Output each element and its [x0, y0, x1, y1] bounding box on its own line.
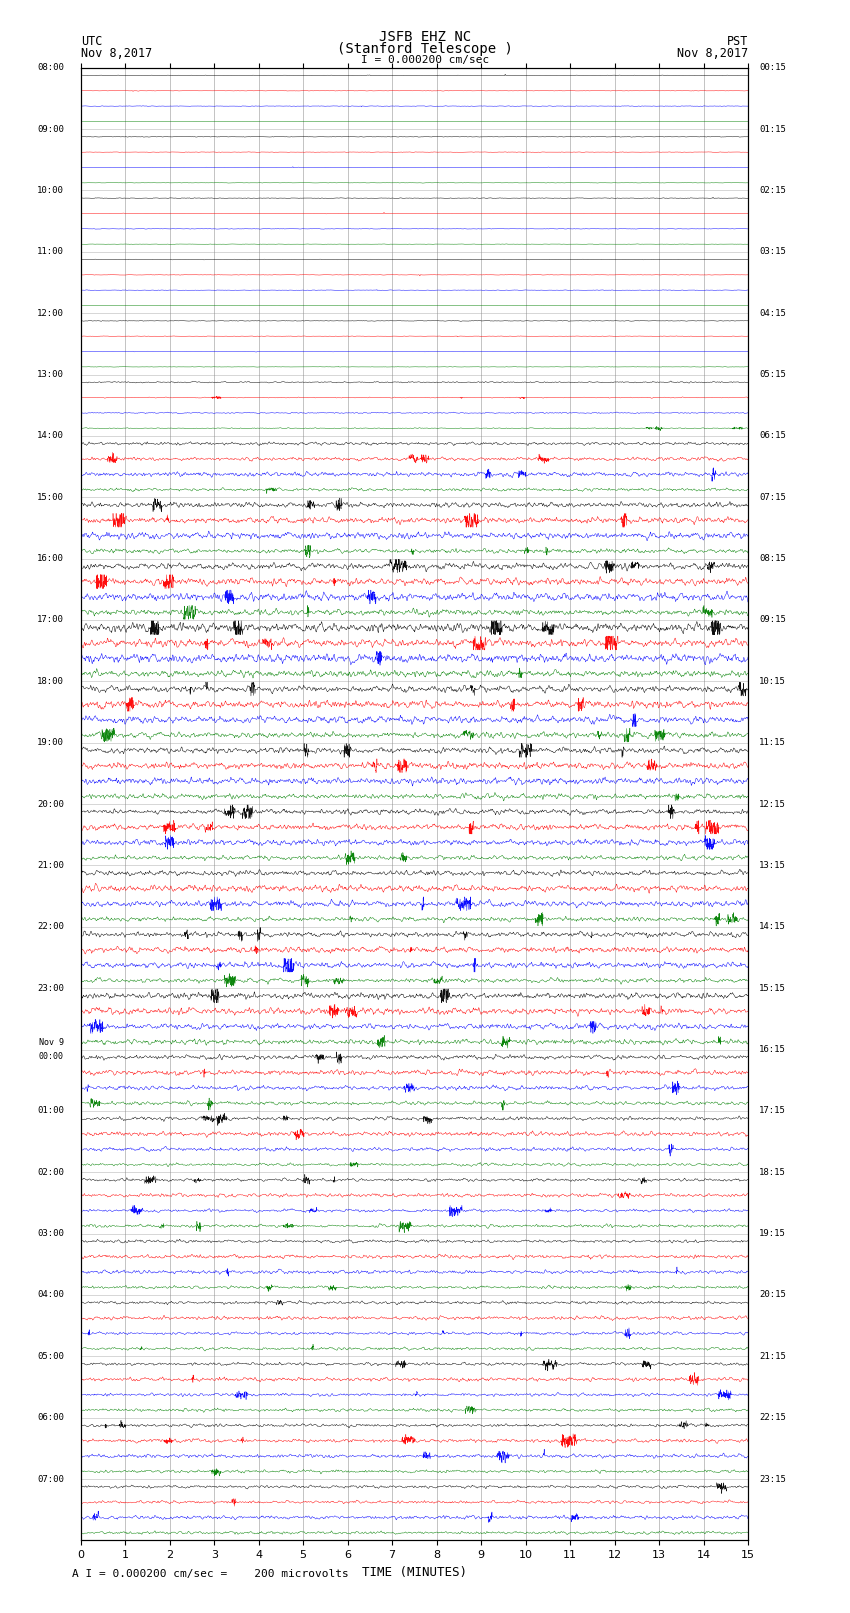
Text: 23:15: 23:15 — [759, 1474, 786, 1484]
Text: 14:15: 14:15 — [759, 923, 786, 931]
Text: 18:00: 18:00 — [37, 677, 64, 686]
Text: 09:15: 09:15 — [759, 616, 786, 624]
Text: 11:15: 11:15 — [759, 739, 786, 747]
Text: UTC: UTC — [81, 34, 102, 47]
Text: 04:15: 04:15 — [759, 308, 786, 318]
Text: 09:00: 09:00 — [37, 124, 64, 134]
Text: 20:15: 20:15 — [759, 1290, 786, 1300]
Text: 16:15: 16:15 — [759, 1045, 786, 1053]
Text: 19:15: 19:15 — [759, 1229, 786, 1239]
Text: 19:00: 19:00 — [37, 739, 64, 747]
Text: 07:15: 07:15 — [759, 494, 786, 502]
Text: 01:15: 01:15 — [759, 124, 786, 134]
Text: 04:00: 04:00 — [37, 1290, 64, 1300]
Text: 22:15: 22:15 — [759, 1413, 786, 1423]
Text: 20:00: 20:00 — [37, 800, 64, 808]
Text: 12:15: 12:15 — [759, 800, 786, 808]
Text: 00:15: 00:15 — [759, 63, 786, 73]
Text: 02:00: 02:00 — [37, 1168, 64, 1177]
Text: 21:15: 21:15 — [759, 1352, 786, 1361]
Text: 05:00: 05:00 — [37, 1352, 64, 1361]
Text: 18:15: 18:15 — [759, 1168, 786, 1177]
Text: 01:00: 01:00 — [37, 1107, 64, 1115]
X-axis label: TIME (MINUTES): TIME (MINUTES) — [362, 1566, 467, 1579]
Text: Nov 8,2017: Nov 8,2017 — [81, 47, 152, 60]
Text: 06:15: 06:15 — [759, 431, 786, 440]
Text: I = 0.000200 cm/sec: I = 0.000200 cm/sec — [361, 55, 489, 65]
Text: 10:15: 10:15 — [759, 677, 786, 686]
Text: 02:15: 02:15 — [759, 185, 786, 195]
Text: 08:00: 08:00 — [37, 63, 64, 73]
Text: 17:00: 17:00 — [37, 616, 64, 624]
Text: Nov 8,2017: Nov 8,2017 — [677, 47, 748, 60]
Text: (Stanford Telescope ): (Stanford Telescope ) — [337, 42, 513, 56]
Text: PST: PST — [727, 34, 748, 47]
Text: 07:00: 07:00 — [37, 1474, 64, 1484]
Text: 05:15: 05:15 — [759, 369, 786, 379]
Text: 08:15: 08:15 — [759, 555, 786, 563]
Text: 03:00: 03:00 — [37, 1229, 64, 1239]
Text: 06:00: 06:00 — [37, 1413, 64, 1423]
Text: 13:00: 13:00 — [37, 369, 64, 379]
Text: A I = 0.000200 cm/sec =    200 microvolts: A I = 0.000200 cm/sec = 200 microvolts — [72, 1569, 349, 1579]
Text: 15:00: 15:00 — [37, 494, 64, 502]
Text: 17:15: 17:15 — [759, 1107, 786, 1115]
Text: 00:00: 00:00 — [39, 1052, 64, 1061]
Text: 15:15: 15:15 — [759, 984, 786, 992]
Text: 14:00: 14:00 — [37, 431, 64, 440]
Text: 23:00: 23:00 — [37, 984, 64, 992]
Text: 16:00: 16:00 — [37, 555, 64, 563]
Text: 22:00: 22:00 — [37, 923, 64, 931]
Text: 11:00: 11:00 — [37, 247, 64, 256]
Text: JSFB EHZ NC: JSFB EHZ NC — [379, 29, 471, 44]
Text: Nov 9: Nov 9 — [39, 1039, 64, 1047]
Text: 21:00: 21:00 — [37, 861, 64, 869]
Text: 13:15: 13:15 — [759, 861, 786, 869]
Text: 10:00: 10:00 — [37, 185, 64, 195]
Text: 03:15: 03:15 — [759, 247, 786, 256]
Text: 12:00: 12:00 — [37, 308, 64, 318]
